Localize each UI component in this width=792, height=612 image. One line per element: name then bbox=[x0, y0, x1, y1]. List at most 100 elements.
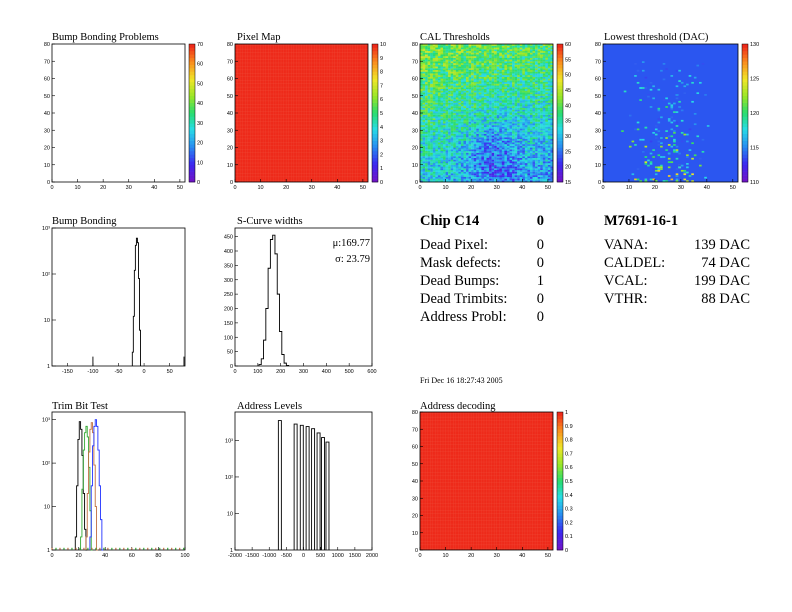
cal-map-cell bbox=[489, 135, 492, 138]
cal-map-cell bbox=[491, 92, 495, 95]
cal-map-cell bbox=[435, 50, 439, 53]
low-map-hot-cell bbox=[660, 156, 663, 158]
pixel-map-colorbar-cell bbox=[372, 44, 378, 48]
cal-map-cell bbox=[466, 140, 469, 143]
cal-map-cell bbox=[455, 128, 459, 131]
cal-map-cell bbox=[506, 161, 510, 164]
cal-map-cell bbox=[519, 144, 523, 146]
cal-map-cell bbox=[478, 102, 482, 105]
cal-map-cell bbox=[471, 56, 474, 58]
cal-map-cell bbox=[494, 147, 497, 150]
cal-map-cell bbox=[481, 45, 485, 48]
cal-map-cell bbox=[537, 102, 541, 105]
cal-map-cell bbox=[527, 54, 531, 57]
cal-map-cell bbox=[514, 54, 518, 57]
cal-map-cell bbox=[420, 133, 423, 136]
cal-map-cell bbox=[476, 61, 479, 64]
trim-hist-baseline-dot bbox=[151, 547, 153, 550]
cal-map-cell bbox=[529, 154, 533, 157]
cal-map-cell bbox=[427, 142, 431, 145]
cal-map-cell bbox=[486, 52, 490, 55]
cal-map-cell bbox=[432, 52, 436, 55]
cal-map-cell bbox=[514, 107, 518, 110]
cal-map-cell bbox=[512, 100, 515, 103]
cal-map-cell bbox=[468, 95, 472, 98]
cal-map-cell bbox=[512, 102, 515, 105]
cal-map-cell bbox=[542, 137, 546, 140]
cal-map-cell bbox=[450, 164, 454, 167]
cal-map-cell bbox=[519, 150, 523, 153]
cal-map-cell bbox=[537, 121, 541, 124]
cal-map-cell bbox=[517, 113, 520, 115]
cal-map-cell bbox=[483, 159, 487, 162]
cal-map-cell bbox=[473, 114, 477, 117]
cal-map-cell bbox=[545, 47, 549, 50]
cal-map-cell bbox=[455, 59, 459, 62]
cal-map-cell bbox=[496, 59, 500, 62]
cal-map-cell bbox=[448, 137, 451, 140]
pixel-map-colorbar-cell bbox=[372, 154, 378, 159]
cal-map-cell bbox=[471, 121, 474, 124]
cal-map-cell bbox=[473, 150, 477, 153]
cal-map-cell bbox=[435, 169, 439, 172]
cal-map-cell bbox=[494, 52, 497, 55]
cal-map-cell bbox=[547, 49, 551, 52]
cal-map-cell bbox=[443, 137, 446, 140]
cal-map-cell bbox=[455, 71, 459, 74]
cal-map-cell bbox=[527, 95, 531, 98]
cal-map-cell bbox=[517, 178, 520, 181]
cal-map-cell bbox=[458, 54, 462, 57]
cal-map-cell bbox=[522, 59, 526, 62]
cal-map-cell bbox=[540, 68, 543, 71]
cal-map-cell bbox=[519, 76, 523, 79]
cal-map-cell bbox=[463, 88, 467, 91]
cal-map-cell bbox=[483, 61, 487, 64]
cal-map-cell bbox=[445, 106, 449, 108]
cal-map-cell bbox=[504, 47, 508, 50]
cal-map-cell bbox=[455, 47, 459, 50]
cal-map-cell bbox=[453, 44, 456, 46]
cal-map-cell bbox=[443, 156, 446, 158]
trim-hist-baseline-dot bbox=[143, 547, 145, 550]
cal-map-cell bbox=[420, 131, 423, 134]
cal-map-cell bbox=[542, 173, 546, 176]
cal-map-cell bbox=[550, 171, 554, 174]
cal-map-cell bbox=[420, 45, 423, 48]
cal-map-cell bbox=[460, 109, 464, 112]
cal-map-cell bbox=[481, 116, 485, 119]
cal-map-cell bbox=[491, 168, 495, 171]
cal-map-cell bbox=[486, 54, 490, 57]
pixel-map-colorbar-cell bbox=[372, 57, 378, 62]
cal-map-cell bbox=[422, 64, 426, 67]
cal-map-cell bbox=[535, 171, 538, 174]
cal-map-cell bbox=[496, 81, 500, 84]
cal-map-cell bbox=[537, 59, 541, 62]
cal-map-cell bbox=[468, 180, 472, 183]
cal-map-cell bbox=[550, 138, 554, 141]
cal-map-cell bbox=[535, 116, 538, 119]
cal-map-cell bbox=[466, 66, 469, 69]
cal-map-cell bbox=[483, 121, 487, 124]
cal-map-cell bbox=[427, 47, 431, 50]
cal-map-cell bbox=[427, 150, 431, 153]
cal-map-cell bbox=[473, 173, 477, 176]
cal-map-cell bbox=[517, 100, 520, 103]
cal-map-cell bbox=[540, 100, 543, 103]
cal-map-cell bbox=[542, 68, 546, 71]
cal-map-cell bbox=[532, 163, 536, 165]
cal-map-cell bbox=[486, 99, 490, 102]
cal-map-cell bbox=[537, 178, 541, 181]
cal-map-cell bbox=[489, 154, 492, 157]
cal-map-cell bbox=[489, 61, 492, 64]
cal-map-cell bbox=[545, 118, 549, 121]
cal-map-cell bbox=[430, 154, 433, 157]
cal-map-cell bbox=[430, 173, 433, 176]
cal-map-cell bbox=[535, 150, 538, 153]
cal-map-cell bbox=[476, 71, 479, 74]
cal-map-cell bbox=[471, 119, 474, 122]
cal-map-cell bbox=[532, 147, 536, 150]
pixel-map-colorbar-cell bbox=[372, 78, 378, 83]
cal-map-cell bbox=[437, 150, 441, 153]
cal-map-cell bbox=[458, 171, 462, 174]
cal-map-cell bbox=[427, 119, 431, 122]
